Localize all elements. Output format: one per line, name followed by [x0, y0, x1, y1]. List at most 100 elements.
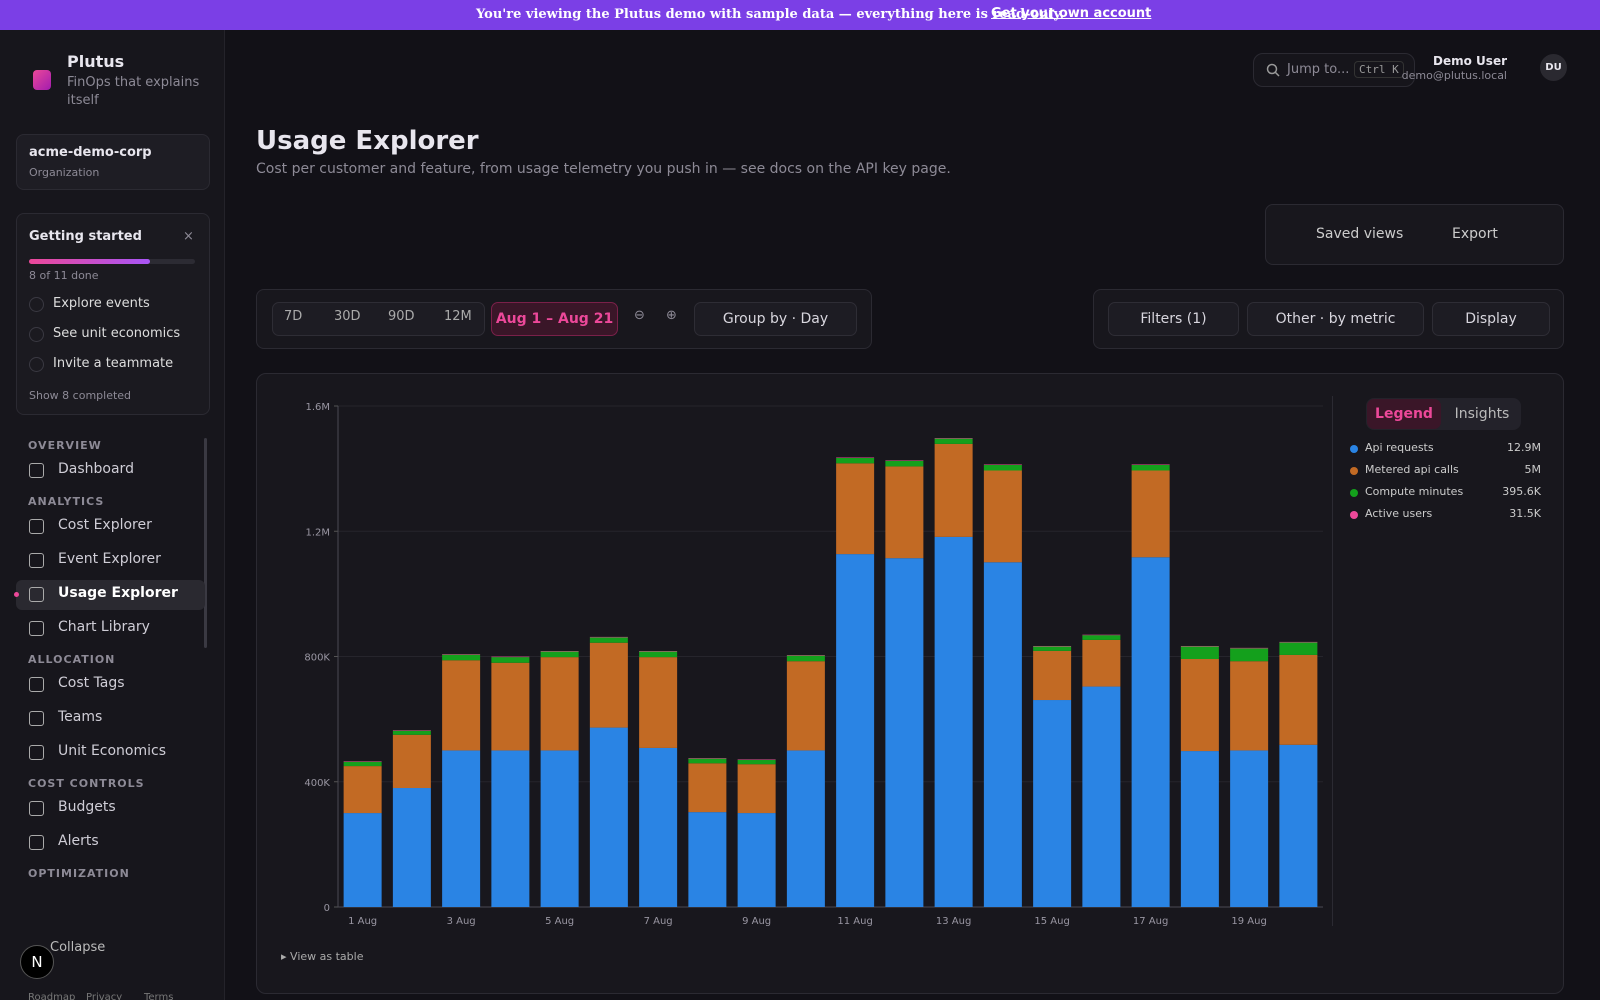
page-title: Usage Explorer — [256, 126, 479, 156]
gs-show-completed[interactable]: Show 8 completed — [29, 389, 132, 402]
collapse[interactable]: Collapse — [50, 940, 106, 955]
zoom-out[interactable]: ⊖ — [634, 308, 645, 323]
divider — [1332, 396, 1333, 926]
legend-name: Active users — [1365, 507, 1433, 520]
brand: Plutus — [67, 52, 125, 71]
bar-segment — [688, 763, 727, 813]
active-range[interactable]: Aug 1 – Aug 21 — [491, 302, 618, 336]
chart: 0 400K 800K 1.2M 1.6M 1 Aug 3 Aug 5 Aug 7 Aug 9 A… — [304, 402, 1323, 927]
filter-toolbar: Filters (1) Other · by metric Display — [1093, 289, 1564, 349]
search-placeholder: Jump to... — [1287, 62, 1350, 77]
nav-item[interactable]: Teams — [58, 709, 103, 725]
range-button[interactable]: 12M — [444, 309, 472, 324]
nav-item[interactable]: Budgets — [58, 799, 116, 815]
bar-segment — [1279, 744, 1318, 907]
banner-link[interactable]: Get your own account — [991, 6, 1152, 21]
footer-link[interactable]: Privacy — [86, 992, 123, 1000]
bar-segment — [688, 758, 727, 764]
filters[interactable]: Filters (1) — [1108, 302, 1239, 336]
org-switcher[interactable]: acme-demo-corp Organization — [16, 134, 210, 190]
getting-started: Getting started × 8 of 11 done Show 8 co… — [16, 213, 210, 415]
bar-segment — [491, 657, 530, 663]
bar-segment — [1033, 650, 1072, 701]
x-tick-label: 15 Aug — [1034, 916, 1069, 927]
bar-segment — [737, 813, 776, 907]
bar-segment — [1230, 750, 1269, 907]
view-as-table-label: View as table — [290, 950, 364, 963]
bar-segment — [737, 764, 776, 814]
nav-item[interactable]: Cost Explorer — [58, 517, 152, 533]
bar-segment — [983, 562, 1022, 907]
legend-total: 12.9M — [1507, 441, 1541, 454]
bar-segment — [1230, 648, 1269, 662]
saved-views[interactable]: Saved views — [1316, 226, 1404, 242]
group-by-label: Group by · Day — [722, 311, 829, 327]
footer-link[interactable]: Terms — [144, 992, 174, 1000]
bar-segment — [885, 460, 924, 467]
bar-segment — [885, 466, 924, 559]
range-button[interactable]: 30D — [334, 309, 361, 324]
sidebar: Plutus FinOps that explains itself acme-… — [0, 30, 225, 1000]
gs-item[interactable]: Explore events — [53, 296, 150, 311]
bar-segment — [1180, 751, 1219, 907]
gs-item[interactable]: See unit economics — [53, 326, 181, 341]
gs-close[interactable]: × — [183, 229, 194, 244]
nav-item[interactable]: Event Explorer — [58, 551, 161, 567]
bar-segment — [786, 750, 825, 907]
nav-item[interactable]: Usage Explorer — [58, 585, 178, 601]
x-tick-label: 17 Aug — [1133, 916, 1168, 927]
nav-item[interactable]: Unit Economics — [58, 743, 167, 759]
nav-item[interactable]: Cost Tags — [58, 675, 125, 691]
bar-segment — [836, 457, 875, 464]
tab-insights[interactable]: Insights — [1454, 406, 1510, 422]
nav-icon — [29, 553, 44, 568]
banner-text: You're viewing the Plutus demo with samp… — [476, 7, 1065, 22]
x-tick-label: 7 Aug — [644, 916, 673, 927]
bar-segment — [491, 750, 530, 907]
bar-segment — [343, 761, 382, 767]
nav-item[interactable]: Chart Library — [58, 619, 150, 635]
bar-segment — [1033, 646, 1072, 651]
range-button[interactable]: 7D — [284, 309, 303, 324]
bar-segment — [1131, 557, 1170, 907]
range-button[interactable]: 90D — [388, 309, 415, 324]
bar-segment — [392, 734, 431, 789]
x-tick-label: 19 Aug — [1231, 916, 1266, 927]
filters-label: Filters (1) — [1140, 311, 1207, 327]
legend-swatch — [1350, 467, 1358, 475]
bar-segment — [540, 750, 579, 907]
nav-icon — [29, 745, 44, 760]
bar-segment — [983, 470, 1022, 563]
export[interactable]: Export — [1452, 226, 1498, 242]
bar-segment — [786, 661, 825, 751]
tab-legend[interactable]: Legend — [1367, 399, 1441, 429]
badge[interactable]: N — [20, 945, 54, 979]
legend-name: Metered api calls — [1365, 463, 1459, 476]
nav-icon — [29, 835, 44, 850]
group-by[interactable]: Group by · Day — [694, 302, 857, 336]
zoom-in[interactable]: ⊕ — [666, 308, 677, 323]
nav-item[interactable]: Dashboard — [58, 461, 134, 477]
gs-checkbox — [29, 327, 44, 342]
search[interactable]: Jump to... Ctrl K — [1253, 53, 1415, 87]
nav-heading: OVERVIEW — [28, 439, 102, 452]
gs-item[interactable]: Invite a teammate — [53, 356, 174, 371]
bar-segment — [1131, 464, 1170, 471]
bar-segment — [491, 662, 530, 751]
legend-total: 31.5K — [1509, 507, 1541, 520]
view-as-table[interactable]: ▸ View as table — [281, 950, 364, 963]
other-metric[interactable]: Other · by metric — [1247, 302, 1424, 336]
bar-segment — [589, 642, 628, 728]
bar-segment — [442, 750, 481, 907]
nav-icon — [29, 677, 44, 692]
nav-heading: COST CONTROLS — [28, 777, 145, 790]
gs-checkbox — [29, 297, 44, 312]
nav-item[interactable]: Alerts — [58, 833, 99, 849]
page-subtitle: Cost per customer and feature, from usag… — [256, 161, 951, 177]
footer-link[interactable]: Roadmap — [28, 992, 76, 1000]
nav-icon — [29, 801, 44, 816]
range-group — [272, 302, 485, 336]
display[interactable]: Display — [1432, 302, 1550, 336]
avatar[interactable]: DU — [1540, 54, 1567, 81]
